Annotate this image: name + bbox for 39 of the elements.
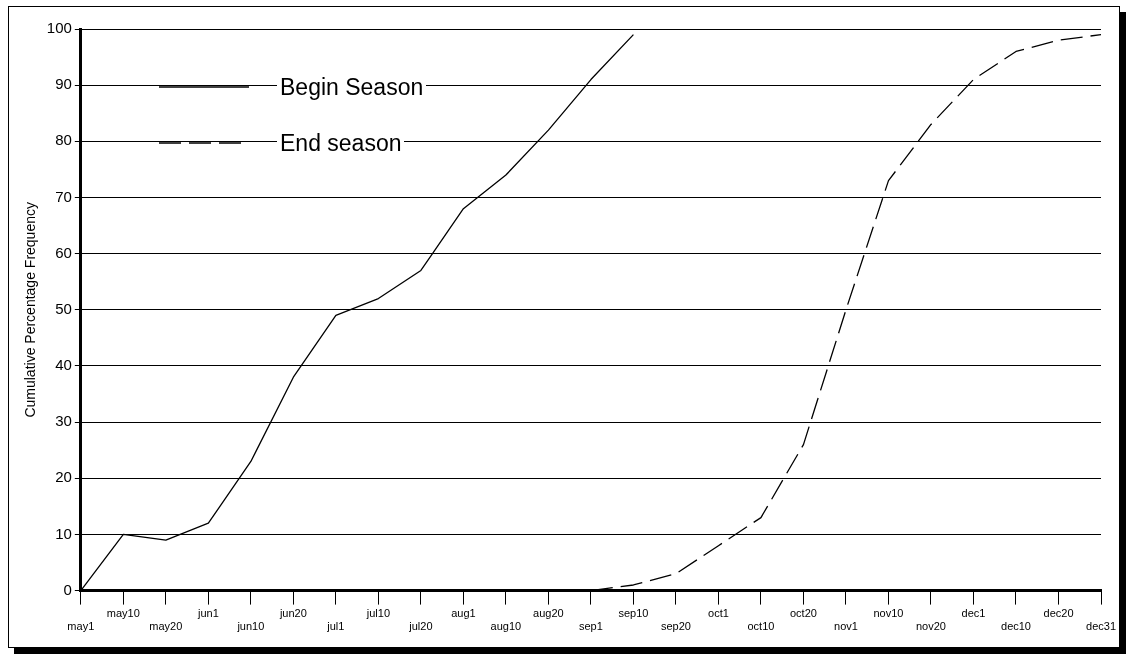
y-tick-label: 50 (55, 299, 72, 317)
x-tick-label: dec10 (1001, 620, 1031, 633)
y-tick-label: 90 (55, 75, 72, 93)
x-tick-label: nov1 (834, 620, 858, 633)
y-tick-label: 60 (55, 243, 72, 261)
x-tick-label: oct1 (708, 607, 729, 620)
x-tick-label: dec31 (1086, 620, 1117, 633)
legend-label: End season (277, 129, 405, 157)
x-tick-label: jun1 (196, 607, 219, 620)
y-tick-label: 20 (55, 468, 72, 486)
y-tick-label: 100 (46, 19, 72, 37)
y-tick-label: 40 (55, 356, 72, 374)
x-tick-label: nov10 (873, 607, 904, 620)
y-tick-label: 0 (63, 580, 72, 598)
x-tick-label: dec20 (1043, 607, 1074, 620)
x-tick-label: aug20 (533, 607, 564, 620)
x-tick-label: oct20 (790, 607, 817, 620)
y-tick-label: 10 (55, 524, 72, 542)
x-tick-label: oct10 (747, 620, 775, 633)
x-tick-label: jun20 (278, 607, 307, 620)
x-tick-label: jun10 (236, 620, 265, 633)
x-tick-label: sep20 (660, 620, 691, 633)
x-tick-label: sep1 (578, 620, 603, 633)
x-tick-label: jul1 (326, 620, 345, 633)
x-tick-label: aug1 (451, 607, 476, 620)
x-tick-label: sep10 (618, 607, 649, 620)
x-tick-label: may10 (106, 607, 140, 620)
y-tick-label: 80 (55, 131, 72, 149)
y-tick-label: 70 (55, 187, 72, 205)
legend-label: Begin Season (277, 73, 427, 101)
x-tick-label: nov20 (915, 620, 946, 633)
y-axis-title: Cumulative Percentage Frequency (22, 202, 39, 418)
x-tick-label: jul10 (365, 607, 391, 620)
x-tick-label: dec1 (961, 607, 986, 620)
x-tick-label: aug10 (490, 620, 522, 633)
y-tick-label: 30 (55, 412, 72, 430)
x-tick-label: jul20 (408, 620, 433, 633)
x-tick-label: may20 (149, 620, 183, 633)
x-tick-label: may1 (67, 620, 95, 633)
